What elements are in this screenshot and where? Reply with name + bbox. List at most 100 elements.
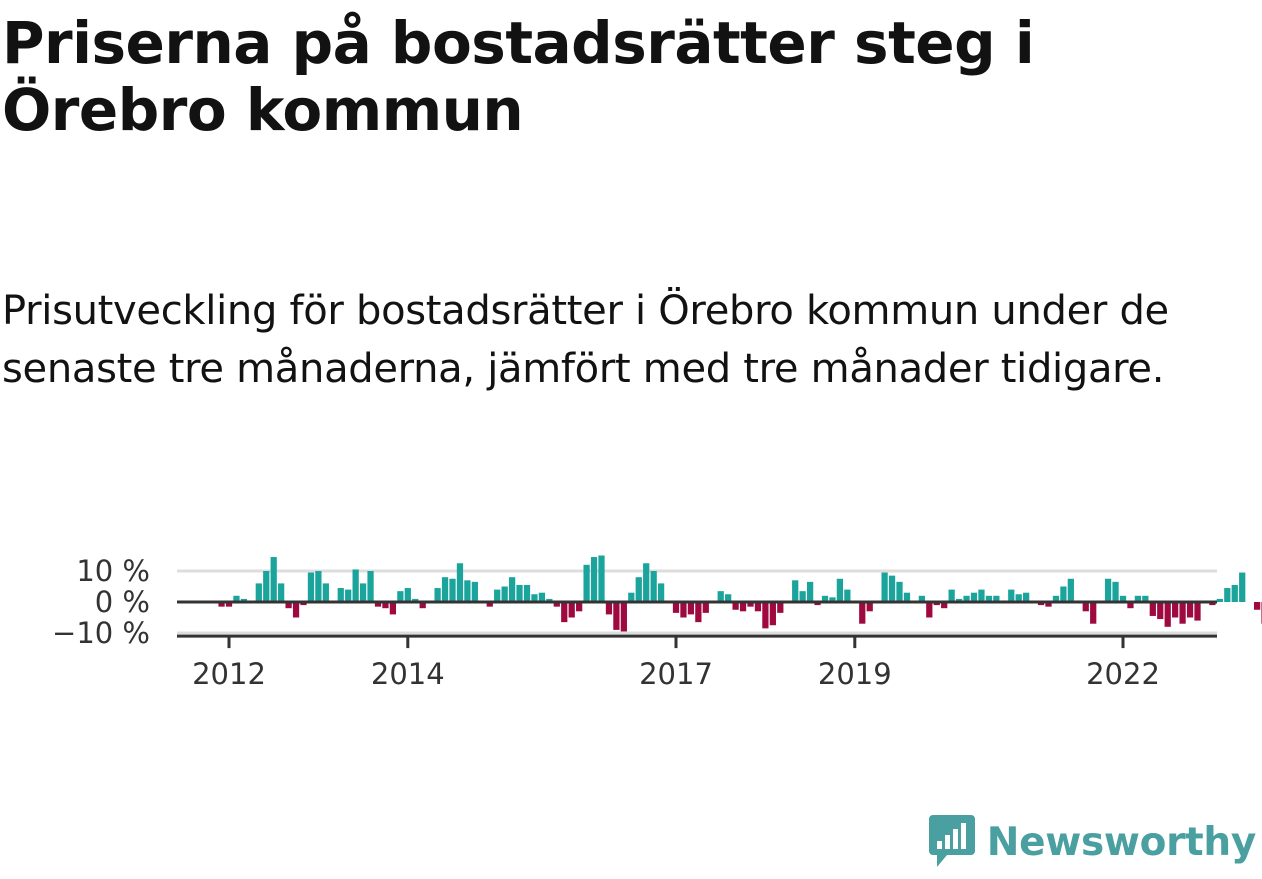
y-tick-label: 0 % <box>95 585 150 619</box>
bar <box>434 588 441 602</box>
bar <box>896 581 903 602</box>
bar <box>978 589 985 602</box>
bar <box>643 563 650 602</box>
bar <box>1172 602 1179 618</box>
bar <box>456 563 464 602</box>
bar <box>1179 602 1186 624</box>
bar <box>233 595 240 602</box>
bar <box>1142 595 1149 602</box>
bar <box>1209 602 1216 606</box>
bar <box>397 591 404 602</box>
bar <box>576 602 583 612</box>
bar <box>1127 602 1134 609</box>
bar <box>1090 602 1097 624</box>
bar <box>568 602 575 618</box>
bar <box>367 571 374 602</box>
bar <box>628 592 635 602</box>
bar <box>441 577 449 602</box>
x-tick-label: 2012 <box>192 657 266 691</box>
bar <box>680 602 687 618</box>
y-tick-label: 10 % <box>76 554 150 588</box>
bar-chart: 10 %0 %−10 % 201220142017201920222024 3 … <box>52 554 1262 691</box>
newsworthy-logo-icon <box>928 815 975 867</box>
bar <box>1045 602 1052 607</box>
bar <box>702 602 709 613</box>
bar <box>300 602 307 606</box>
x-tick-label: 2017 <box>639 657 713 691</box>
y-tick-label: −10 % <box>52 616 150 650</box>
bar <box>829 597 836 602</box>
bar <box>993 595 1000 602</box>
bar <box>1253 602 1261 610</box>
bar <box>345 589 352 602</box>
bar <box>240 598 248 602</box>
bar <box>590 557 598 602</box>
bar <box>903 592 911 602</box>
x-tick-labels: 201220142017201920222024 <box>192 657 1160 691</box>
bar <box>725 594 732 602</box>
chart-title: Priserna på bostadsrätter steg i Örebro … <box>2 9 1035 144</box>
bar <box>538 592 546 602</box>
bar <box>1008 589 1015 602</box>
bar <box>963 595 970 602</box>
bar <box>270 557 277 602</box>
bar <box>1112 581 1119 602</box>
bar <box>1037 602 1045 606</box>
x-tick-label: 2014 <box>371 657 445 691</box>
bar <box>888 575 896 602</box>
bar <box>404 588 411 602</box>
bar <box>1186 602 1194 618</box>
bar <box>1119 595 1127 602</box>
bar <box>762 602 769 629</box>
bar <box>1104 578 1112 602</box>
bar <box>1134 595 1142 602</box>
bar <box>464 580 471 602</box>
bar <box>657 583 665 602</box>
bar <box>605 602 613 615</box>
bar <box>494 589 501 602</box>
chart-subtitle: Prisutveckling för bostadsrätter i Örebr… <box>2 288 1169 392</box>
bar <box>695 602 702 623</box>
bar <box>739 602 747 612</box>
bar <box>792 580 799 602</box>
bar <box>933 602 940 606</box>
bar <box>523 584 531 602</box>
bar <box>650 571 657 602</box>
bar <box>777 602 784 613</box>
x-tick-label: 2019 <box>818 657 892 691</box>
bar <box>754 602 762 612</box>
bar <box>255 583 262 602</box>
bar <box>955 598 963 602</box>
bar <box>1082 602 1089 612</box>
bar <box>471 581 478 602</box>
bar <box>531 594 538 602</box>
bar <box>836 578 844 602</box>
bar <box>635 577 642 602</box>
bar <box>516 584 523 602</box>
y-tick-labels: 10 %0 %−10 % <box>52 554 150 650</box>
bar <box>620 602 627 632</box>
bar <box>1231 584 1238 602</box>
bar <box>941 602 948 609</box>
bar <box>866 602 873 612</box>
bar <box>382 602 389 609</box>
bar <box>747 602 754 607</box>
bar <box>806 581 814 602</box>
bar <box>881 572 888 602</box>
bar <box>278 583 285 602</box>
bar <box>1052 595 1060 602</box>
x-tick-label: 2022 <box>1086 657 1160 691</box>
bar <box>486 602 493 607</box>
bar <box>1157 602 1164 620</box>
bar <box>948 589 955 602</box>
bar <box>1164 602 1171 627</box>
bar <box>285 602 292 609</box>
bar <box>717 591 724 602</box>
bar <box>1239 572 1246 602</box>
bar <box>985 595 993 602</box>
bar <box>553 602 560 607</box>
bar <box>263 571 270 602</box>
bar <box>687 602 695 615</box>
bar <box>412 598 419 602</box>
grid-layer <box>177 569 1217 635</box>
